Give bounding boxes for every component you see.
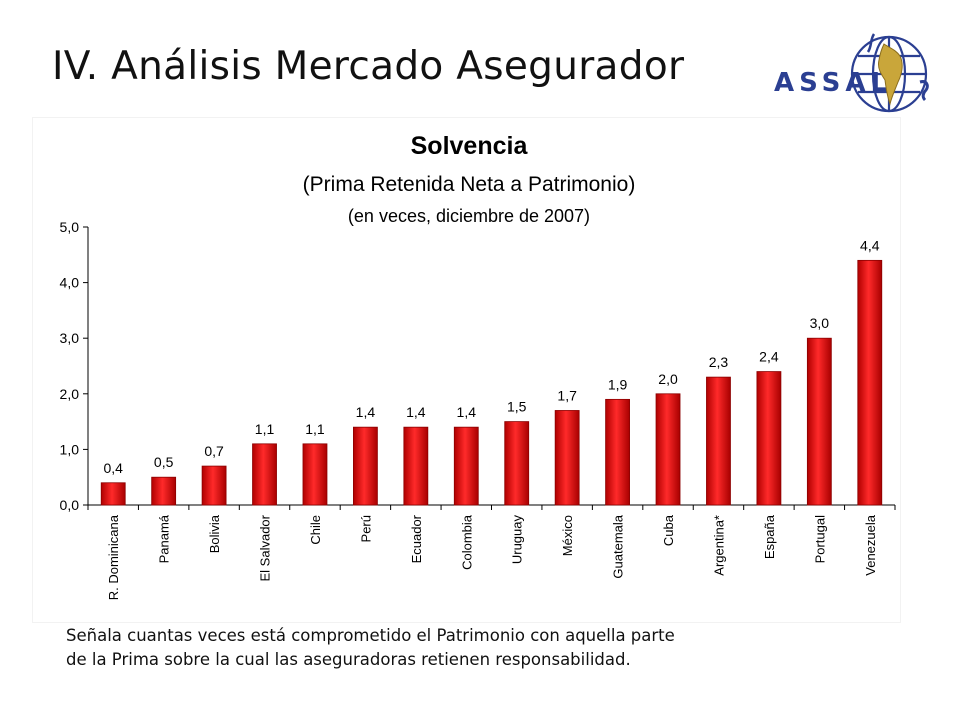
data-label: 0,5: [154, 454, 174, 470]
category-label: Argentina*: [711, 515, 726, 576]
category-label: Colombia: [459, 514, 474, 570]
category-label: Perú: [358, 515, 373, 542]
bar: [453, 426, 479, 506]
bar: [857, 259, 883, 506]
bar: [706, 376, 731, 506]
category-label: Portugal: [812, 515, 827, 564]
caption-line-2: de la Prima sobre la cual las asegurador…: [66, 650, 631, 669]
category-label: España: [762, 514, 777, 559]
category-label: Chile: [308, 515, 323, 545]
assal-logo: ASSAL: [774, 26, 934, 122]
globe-icon: [850, 33, 929, 113]
bar: [151, 476, 177, 506]
bar: [100, 482, 126, 506]
category-label: Venezuela: [863, 514, 878, 575]
y-tick-label: 5,0: [60, 219, 80, 235]
category-label: El Salvador: [258, 514, 273, 581]
y-tick-label: 3,0: [60, 330, 80, 346]
chart-subtitle: (Prima Retenida Neta a Patrimonio): [303, 173, 636, 196]
data-label: 1,1: [255, 421, 275, 437]
bar: [302, 443, 328, 506]
category-label: Panamá: [157, 514, 172, 563]
y-tick-label: 0,0: [60, 497, 80, 513]
data-label: 3,0: [810, 315, 830, 331]
bar: [201, 465, 227, 506]
category-label: Guatemala: [611, 514, 626, 578]
caption: Señala cuantas veces está comprometido e…: [66, 624, 866, 672]
bar: [252, 443, 277, 506]
data-label: 0,4: [103, 460, 123, 476]
data-label: 2,3: [709, 354, 729, 370]
data-label: 1,4: [406, 404, 426, 420]
bar: [504, 421, 530, 506]
slide-title: IV. Análisis Mercado Asegurador: [52, 44, 685, 89]
y-tick-label: 1,0: [60, 441, 80, 457]
category-label: Cuba: [661, 514, 676, 546]
category-label: México: [560, 515, 575, 556]
bar: [756, 371, 782, 506]
data-label: 2,0: [658, 371, 678, 387]
data-label: 0,7: [204, 443, 224, 459]
category-label: Ecuador: [409, 514, 424, 563]
data-label: 2,4: [759, 349, 779, 365]
caption-line-1: Señala cuantas veces está comprometido e…: [66, 626, 675, 645]
chart-title: Solvencia: [411, 132, 529, 160]
y-tick-label: 2,0: [60, 386, 80, 402]
bar: [403, 426, 429, 506]
y-tick-label: 4,0: [60, 275, 80, 291]
bar: [605, 398, 630, 506]
chart-subtitle-2: (en veces, diciembre de 2007): [348, 206, 590, 226]
solvencia-bar-chart: Solvencia (Prima Retenida Neta a Patrimo…: [60, 132, 896, 600]
data-label: 1,4: [356, 404, 376, 420]
chart-panel: Solvencia (Prima Retenida Neta a Patrimo…: [33, 118, 900, 622]
category-label: Uruguay: [510, 515, 525, 565]
category-label: Bolivia: [207, 514, 222, 553]
data-label: 1,7: [557, 387, 577, 403]
bar: [655, 393, 681, 506]
data-label: 1,9: [608, 376, 628, 392]
data-label: 1,1: [305, 421, 325, 437]
bar: [353, 426, 378, 506]
bar: [806, 337, 832, 506]
category-label: R. Dominicana: [106, 514, 121, 600]
bar: [554, 410, 580, 506]
data-label: 1,5: [507, 399, 527, 415]
data-label: 1,4: [457, 404, 477, 420]
data-label: 4,4: [860, 237, 880, 253]
